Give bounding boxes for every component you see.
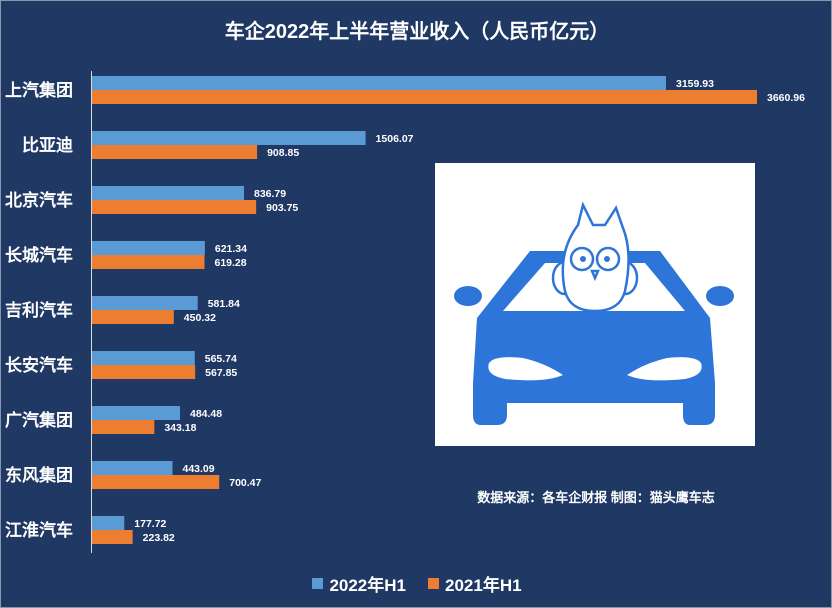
bar-2021h1[interactable] [92, 365, 196, 379]
value-label: 484.48 [190, 408, 222, 420]
value-label: 581.84 [208, 298, 240, 310]
category-label: 广汽集团 [5, 410, 73, 431]
bar-2021h1[interactable] [92, 420, 155, 434]
bar-2022h1[interactable] [92, 186, 244, 200]
bar-2021h1[interactable] [92, 200, 257, 214]
value-label: 450.32 [184, 312, 216, 324]
value-label: 443.09 [182, 463, 214, 475]
bar-2022h1[interactable] [92, 296, 198, 310]
value-label: 3159.93 [676, 78, 714, 90]
category-label: 长安汽车 [5, 355, 73, 376]
bar-2021h1[interactable] [92, 530, 133, 544]
chart-title: 车企2022年上半年营业收入（人民币亿元） [224, 21, 610, 43]
value-label: 1506.07 [376, 133, 414, 145]
value-label: 836.79 [254, 188, 286, 200]
category-label: 江淮汽车 [5, 520, 73, 541]
bar-2022h1[interactable] [92, 461, 173, 475]
legend-item-2022h1[interactable]: 2022年H1 [312, 571, 406, 596]
bar-2021h1[interactable] [92, 255, 205, 269]
category-label: 北京汽车 [5, 190, 73, 211]
value-label: 223.82 [143, 532, 175, 544]
category-label: 长城汽车 [5, 245, 73, 266]
owl-car-logo [435, 163, 755, 446]
bar-2021h1[interactable] [92, 310, 174, 324]
value-label: 3660.96 [767, 92, 805, 104]
value-label: 700.47 [229, 477, 261, 489]
bar-2021h1[interactable] [92, 475, 220, 489]
value-label: 619.28 [214, 257, 246, 269]
bar-2022h1[interactable] [92, 131, 366, 145]
value-label: 567.85 [205, 367, 237, 379]
bar-2021h1[interactable] [92, 90, 757, 104]
legend-swatch-2022h1 [312, 578, 324, 589]
category-label: 东风集团 [5, 465, 73, 486]
value-label: 565.74 [205, 353, 237, 365]
source-note: 数据来源：各车企财报 制图：猫头鹰车志 [477, 490, 715, 505]
category-label: 上汽集团 [5, 80, 73, 101]
value-label: 177.72 [134, 518, 166, 530]
legend-item-2021h1[interactable]: 2021年H1 [428, 571, 522, 596]
owl-car-icon [454, 201, 734, 425]
legend-swatch-2021h1 [428, 578, 439, 589]
legend: 2022年H1 2021年H1 [1, 571, 831, 596]
value-label: 908.85 [267, 147, 299, 159]
bar-2021h1[interactable] [92, 145, 258, 159]
category-label: 吉利汽车 [5, 300, 73, 321]
value-label: 621.34 [215, 243, 247, 255]
category-label: 比亚迪 [22, 135, 73, 156]
bar-2022h1[interactable] [92, 76, 666, 90]
bar-2022h1[interactable] [92, 516, 125, 530]
value-label: 903.75 [266, 202, 298, 214]
bar-2022h1[interactable] [92, 241, 205, 255]
legend-label: 2021年H1 [445, 576, 522, 595]
value-label: 343.18 [164, 422, 196, 434]
bar-2022h1[interactable] [92, 406, 181, 420]
legend-label: 2022年H1 [329, 576, 406, 595]
bar-2022h1[interactable] [92, 351, 195, 365]
